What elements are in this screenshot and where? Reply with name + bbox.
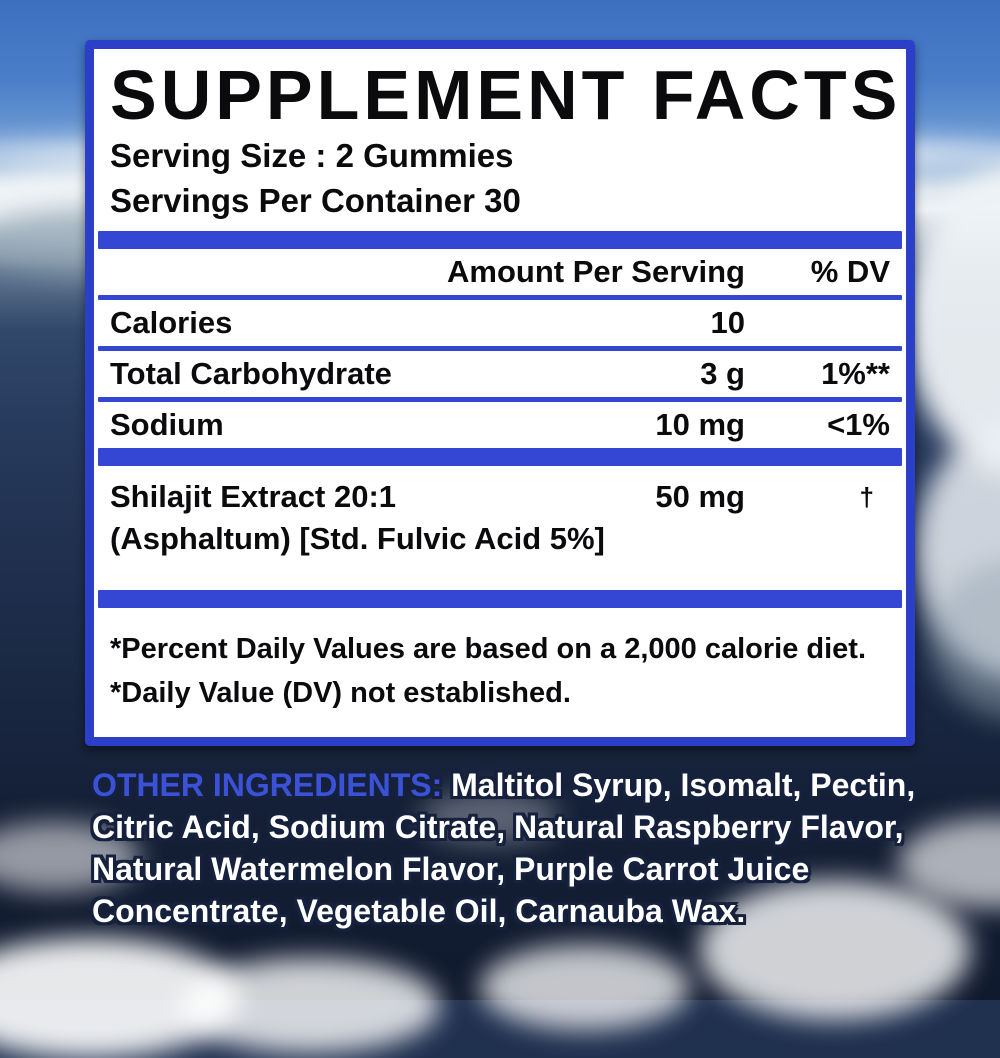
nutrient-name: Calories xyxy=(110,305,233,340)
nutrient-dv: 1%** xyxy=(821,356,890,391)
other-ingredients-paragraph: OTHER INGREDIENTS: Maltitol Syrup, Isoma… xyxy=(92,764,924,932)
cloud-speck-mid xyxy=(420,790,560,845)
rule-under-header xyxy=(98,295,902,300)
table-header-row: Amount Per Serving % DV xyxy=(110,249,890,295)
table-row: Calories 10 xyxy=(110,300,890,346)
cloud-bottom-center-left xyxy=(180,958,440,1053)
main-ingredient-name: Shilajit Extract 20:1 xyxy=(110,479,397,514)
main-ingredient-amount: 50 mg xyxy=(655,479,745,514)
main-ingredient-detail: (Asphaltum) [Std. Fulvic Acid 5%] xyxy=(110,521,605,556)
table-row: Sodium 10 mg <1% xyxy=(110,402,890,448)
table-row: Total Carbohydrate 3 g 1%** xyxy=(110,351,890,397)
main-ingredient-row: Shilajit Extract 20:1 50 mg † xyxy=(110,476,890,518)
cloud-bottom-mid xyxy=(480,945,690,1030)
divider-bar-bottom xyxy=(98,590,902,608)
footnote-daily-values: *Percent Daily Values are based on a 2,0… xyxy=(110,633,866,665)
footnote-dv-not-established: *Daily Value (DV) not established. xyxy=(110,677,571,709)
other-ingredients-text: Maltitol Syrup, Isomalt, Pectin, Citric … xyxy=(92,767,916,929)
nutrient-name: Sodium xyxy=(110,407,224,442)
dagger-symbol: † xyxy=(859,481,874,512)
row-rule xyxy=(98,346,902,351)
divider-bar-top xyxy=(98,231,902,249)
servings-per-container: Servings Per Container 30 xyxy=(110,182,521,219)
nutrient-name: Total Carbohydrate xyxy=(110,356,392,391)
supplement-facts-panel: SUPPLEMENT FACTS Serving Size : 2 Gummie… xyxy=(85,40,915,746)
nutrient-dv: <1% xyxy=(827,407,890,442)
other-ingredients-label: OTHER INGREDIENTS: xyxy=(92,767,443,803)
header-percent-dv: % DV xyxy=(810,254,890,289)
nutrient-amount: 10 mg xyxy=(655,407,745,442)
nutrient-amount: 3 g xyxy=(700,356,745,391)
cloud-left-mid xyxy=(0,822,140,892)
cloud-bottom-right xyxy=(700,880,970,1020)
serving-size: Serving Size : 2 Gummies xyxy=(110,137,514,174)
divider-bar-middle xyxy=(98,448,902,466)
nutrient-amount: 10 xyxy=(710,305,745,340)
row-rule xyxy=(98,397,902,402)
header-amount-per-serving: Amount Per Serving xyxy=(447,254,745,289)
panel-title: SUPPLEMENT FACTS xyxy=(110,56,902,134)
